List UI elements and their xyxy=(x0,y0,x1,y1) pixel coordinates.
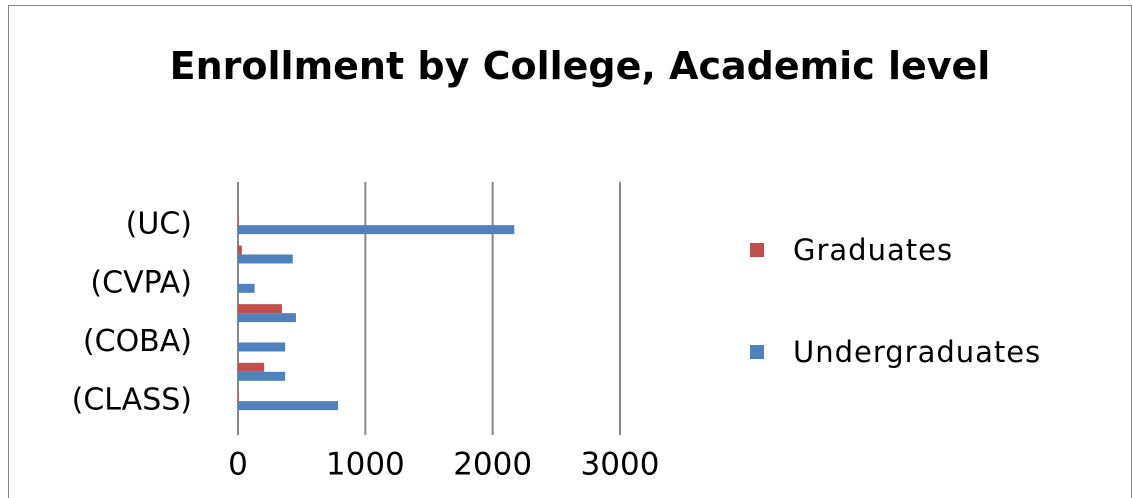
x-tick-label: 0 xyxy=(228,447,248,483)
bar xyxy=(238,362,265,372)
legend-swatch xyxy=(750,243,764,257)
bar xyxy=(238,342,286,352)
bar xyxy=(238,313,296,323)
bar xyxy=(238,304,282,314)
bar xyxy=(238,216,239,226)
legend-label: Graduates xyxy=(793,233,954,267)
bar xyxy=(238,245,242,255)
y-tick-label: (COBA) xyxy=(83,324,192,359)
y-tick-label: (UC) xyxy=(126,207,192,242)
bar xyxy=(238,254,293,264)
x-tick-label: 1000 xyxy=(326,447,405,483)
bar xyxy=(238,401,338,411)
x-tick-label: 2000 xyxy=(453,447,532,483)
chart-border xyxy=(8,5,1132,498)
bar xyxy=(238,283,255,293)
bar xyxy=(238,371,286,381)
legend-swatch xyxy=(750,345,764,359)
y-tick-label: (CVPA) xyxy=(90,265,192,300)
legend-label: Undergraduates xyxy=(793,335,1042,369)
chart-title: Enrollment by College, Academic level xyxy=(169,44,991,88)
y-tick-label: (CLASS) xyxy=(72,383,192,418)
bar xyxy=(238,225,515,235)
bar xyxy=(238,392,239,402)
x-tick-label: 3000 xyxy=(581,447,660,483)
